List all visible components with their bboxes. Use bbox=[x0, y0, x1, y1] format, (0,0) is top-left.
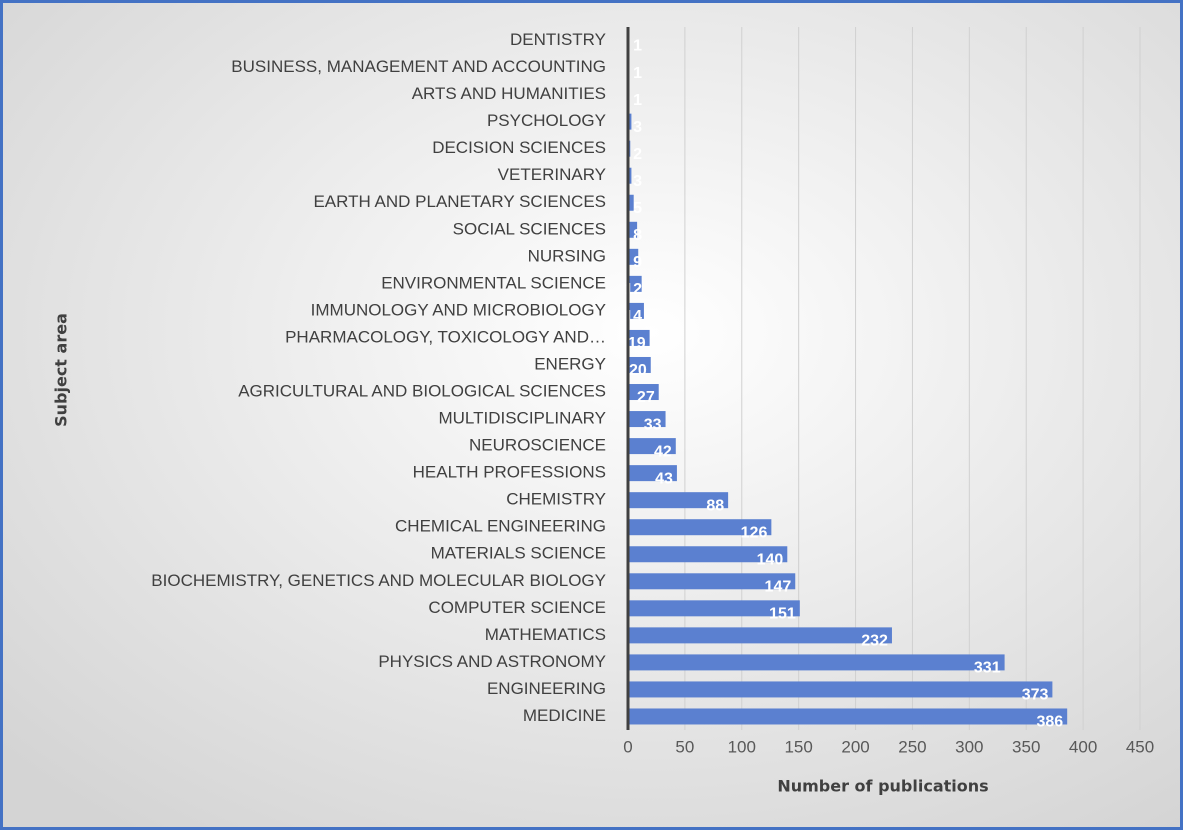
y-tick-label: PHARMACOLOGY, TOXICOLOGY AND… bbox=[285, 327, 606, 346]
data-label: 126 bbox=[741, 524, 768, 541]
bar bbox=[628, 167, 632, 184]
y-tick-label: DECISION SCIENCES bbox=[432, 138, 606, 157]
y-tick-label: HEALTH PROFESSIONS bbox=[413, 463, 606, 482]
y-tick-label: AGRICULTURAL AND BIOLOGICAL SCIENCES bbox=[238, 382, 606, 401]
data-label: 331 bbox=[974, 660, 1001, 677]
y-axis-title: Subject area bbox=[52, 313, 71, 427]
bar bbox=[628, 573, 796, 590]
data-label: 147 bbox=[765, 579, 792, 596]
data-label: 8 bbox=[633, 227, 642, 244]
y-tick-label: MEDICINE bbox=[523, 706, 606, 725]
y-tick-label: BIOCHEMISTRY, GENETICS AND MOLECULAR BIO… bbox=[151, 571, 606, 590]
y-tick-label: VETERINARY bbox=[498, 165, 606, 184]
x-tick-label: 200 bbox=[841, 737, 869, 756]
data-label: 1 bbox=[633, 92, 642, 109]
data-label: 9 bbox=[633, 254, 642, 271]
bar bbox=[628, 546, 788, 563]
bar bbox=[628, 302, 644, 319]
bar bbox=[628, 438, 676, 455]
bar bbox=[628, 194, 634, 211]
data-label: 140 bbox=[757, 551, 784, 568]
y-tick-label: COMPUTER SCIENCE bbox=[428, 598, 606, 617]
bar bbox=[628, 113, 632, 130]
y-tick-label: ENVIRONMENTAL SCIENCE bbox=[381, 273, 606, 292]
data-label: 42 bbox=[654, 443, 672, 460]
y-tick-label: CHEMICAL ENGINEERING bbox=[395, 517, 606, 536]
y-tick-label: MATERIALS SCIENCE bbox=[431, 544, 606, 563]
data-label: 3 bbox=[633, 173, 642, 190]
bar bbox=[628, 275, 642, 292]
y-tick-label: MULTIDISCIPLINARY bbox=[438, 409, 606, 428]
x-tick-label: 50 bbox=[675, 737, 694, 756]
bar bbox=[628, 708, 1068, 725]
x-tick-label: 450 bbox=[1126, 737, 1154, 756]
y-tick-label: DENTISTRY bbox=[510, 30, 606, 49]
data-label: 20 bbox=[629, 362, 647, 379]
y-tick-label: PHYSICS AND ASTRONOMY bbox=[378, 652, 606, 671]
y-tick-label: PSYCHOLOGY bbox=[487, 111, 606, 130]
bar bbox=[628, 248, 639, 265]
data-label: 27 bbox=[637, 389, 655, 406]
x-tick-label: 0 bbox=[623, 737, 632, 756]
data-label: 2 bbox=[633, 146, 642, 163]
bar bbox=[628, 600, 800, 617]
x-axis-title: Number of publications bbox=[777, 777, 988, 796]
bar bbox=[628, 465, 677, 482]
data-label: 373 bbox=[1022, 687, 1049, 704]
y-tick-label: ARTS AND HUMANITIES bbox=[412, 84, 606, 103]
y-tick-label: SOCIAL SCIENCES bbox=[453, 219, 606, 238]
data-label: 232 bbox=[861, 633, 888, 650]
x-tick-label: 250 bbox=[898, 737, 926, 756]
data-label: 19 bbox=[628, 335, 646, 352]
data-label: 1 bbox=[633, 65, 642, 82]
y-tick-label: EARTH AND PLANETARY SCIENCES bbox=[313, 192, 606, 211]
bar bbox=[628, 492, 729, 509]
bar bbox=[628, 356, 651, 373]
x-tick-label: 350 bbox=[1012, 737, 1040, 756]
data-label: 3 bbox=[633, 119, 642, 136]
y-tick-label: MATHEMATICS bbox=[485, 625, 606, 644]
data-label: 43 bbox=[655, 470, 673, 487]
x-tick-label: 100 bbox=[728, 737, 756, 756]
bar bbox=[628, 329, 650, 346]
bar bbox=[628, 627, 892, 644]
x-tick-label: 400 bbox=[1069, 737, 1097, 756]
bar bbox=[628, 681, 1053, 698]
y-tick-label: ENERGY bbox=[534, 354, 606, 373]
data-label: 33 bbox=[644, 416, 662, 433]
y-tick-label: NEUROSCIENCE bbox=[469, 436, 606, 455]
data-label: 151 bbox=[769, 606, 796, 623]
bar bbox=[628, 654, 1005, 671]
bar bbox=[628, 411, 666, 428]
data-label: 88 bbox=[706, 497, 724, 514]
y-tick-label: ENGINEERING bbox=[487, 679, 606, 698]
y-tick-label: IMMUNOLOGY AND MICROBIOLOGY bbox=[311, 300, 606, 319]
data-label: 5 bbox=[633, 200, 642, 217]
data-label: 386 bbox=[1036, 714, 1063, 731]
x-tick-label: 300 bbox=[955, 737, 983, 756]
data-label: 1 bbox=[633, 38, 642, 55]
y-tick-label: NURSING bbox=[528, 246, 606, 265]
x-tick-label: 150 bbox=[784, 737, 812, 756]
bar bbox=[628, 384, 659, 401]
bar bbox=[628, 519, 772, 536]
bar bbox=[628, 221, 638, 238]
y-tick-label: CHEMISTRY bbox=[506, 490, 606, 509]
y-tick-label: BUSINESS, MANAGEMENT AND ACCOUNTING bbox=[231, 57, 606, 76]
